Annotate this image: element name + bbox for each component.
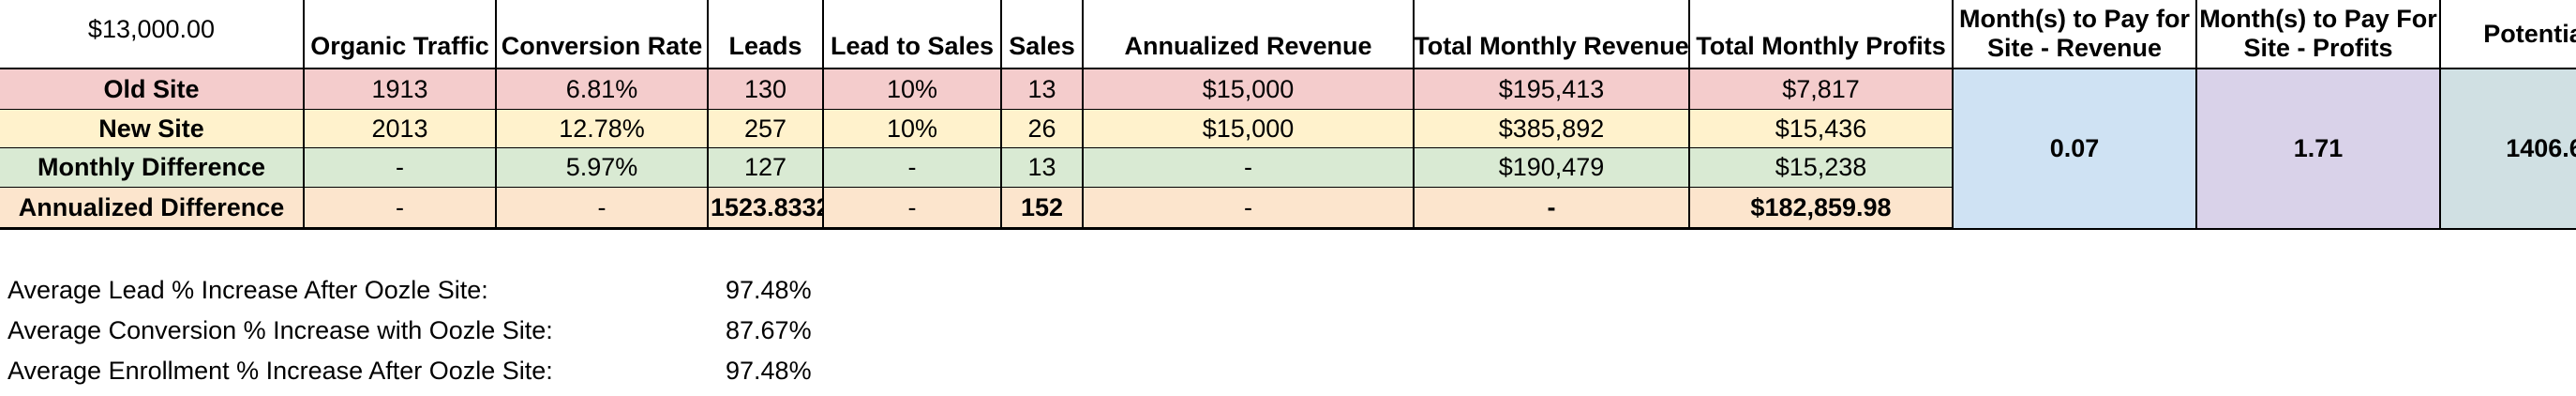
header-lead-to-sales[interactable]: Lead to Sales: [824, 0, 1002, 69]
new-site-total-monthly-revenue[interactable]: $385,892: [1415, 110, 1690, 148]
annualized-diff-annualized-revenue[interactable]: -: [1084, 188, 1415, 228]
old-site-total-monthly-profits[interactable]: $7,817: [1690, 69, 1954, 110]
old-site-leads[interactable]: 130: [709, 69, 824, 110]
monthly-diff-annualized-revenue[interactable]: -: [1084, 148, 1415, 188]
new-site-conversion-rate[interactable]: 12.78%: [497, 110, 709, 148]
new-site-organic-traffic[interactable]: 2013: [305, 110, 497, 148]
new-site-lead-to-sales[interactable]: 10%: [824, 110, 1002, 148]
old-site-lead-to-sales[interactable]: 10%: [824, 69, 1002, 110]
annualized-diff-total-monthly-profits[interactable]: $182,859.98: [1690, 188, 1954, 228]
monthly-diff-lead-to-sales[interactable]: -: [824, 148, 1002, 188]
annualized-diff-sales[interactable]: 152: [1002, 188, 1084, 228]
annualized-diff-conversion-rate[interactable]: -: [497, 188, 709, 228]
new-site-total-monthly-profits[interactable]: $15,436: [1690, 110, 1954, 148]
new-site-annualized-revenue[interactable]: $15,000: [1084, 110, 1415, 148]
stat-value[interactable]: 97.48%: [726, 357, 812, 385]
row-label-annualized-difference[interactable]: Annualized Difference: [0, 188, 305, 228]
stat-label[interactable]: Average Lead % Increase After Oozle Site…: [7, 276, 488, 304]
header-annualized-revenue[interactable]: Annualized Revenue: [1084, 0, 1415, 69]
header-organic-traffic[interactable]: Organic Traffic: [305, 0, 497, 69]
header-total-monthly-revenue[interactable]: Total Monthly Revenue: [1415, 0, 1690, 69]
header-total-monthly-profits[interactable]: Total Monthly Profits: [1690, 0, 1954, 69]
header-potential-roi[interactable]: Potential ROI: [2441, 0, 2576, 69]
header-sales[interactable]: Sales: [1002, 0, 1084, 69]
row-label-monthly-difference[interactable]: Monthly Difference: [0, 148, 305, 188]
new-site-sales[interactable]: 26: [1002, 110, 1084, 148]
roi-table: $13,000.00 Organic Traffic Conversion Ra…: [0, 0, 2576, 230]
row-label-old-site[interactable]: Old Site: [0, 69, 305, 110]
months-pay-profits-value[interactable]: 1.71: [2197, 69, 2441, 228]
annualized-diff-organic-traffic[interactable]: -: [305, 188, 497, 228]
monthly-diff-total-monthly-profits[interactable]: $15,238: [1690, 148, 1954, 188]
stat-row-enrollment-increase: Average Enrollment % Increase After Oozl…: [7, 351, 851, 391]
header-leads[interactable]: Leads: [709, 0, 824, 69]
old-site-annualized-revenue[interactable]: $15,000: [1084, 69, 1415, 110]
old-site-organic-traffic[interactable]: 1913: [305, 69, 497, 110]
header-conversion-rate[interactable]: Conversion Rate: [497, 0, 709, 69]
stat-label[interactable]: Average Enrollment % Increase After Oozl…: [7, 357, 553, 385]
potential-roi-value[interactable]: 1406.62%: [2441, 69, 2576, 228]
monthly-diff-total-monthly-revenue[interactable]: $190,479: [1415, 148, 1690, 188]
monthly-diff-sales[interactable]: 13: [1002, 148, 1084, 188]
stat-value[interactable]: 87.67%: [726, 316, 812, 344]
old-site-conversion-rate[interactable]: 6.81%: [497, 69, 709, 110]
old-site-sales[interactable]: 13: [1002, 69, 1084, 110]
stat-value[interactable]: 97.48%: [726, 276, 812, 304]
stat-label[interactable]: Average Conversion % Increase with Oozle…: [7, 316, 553, 344]
monthly-diff-conversion-rate[interactable]: 5.97%: [497, 148, 709, 188]
annualized-diff-leads[interactable]: 1523.8332: [709, 188, 824, 228]
old-site-total-monthly-revenue[interactable]: $195,413: [1415, 69, 1690, 110]
stat-row-conversion-increase: Average Conversion % Increase with Oozle…: [7, 311, 851, 351]
annualized-diff-total-monthly-revenue[interactable]: -: [1415, 188, 1690, 228]
header-months-pay-profits[interactable]: Month(s) to Pay For Site - Profits: [2197, 0, 2441, 69]
monthly-diff-leads[interactable]: 127: [709, 148, 824, 188]
row-label-new-site[interactable]: New Site: [0, 110, 305, 148]
stats-section: Average Lead % Increase After Oozle Site…: [7, 270, 851, 391]
months-pay-revenue-value[interactable]: 0.07: [1954, 69, 2197, 228]
new-site-leads[interactable]: 257: [709, 110, 824, 148]
monthly-diff-organic-traffic[interactable]: -: [305, 148, 497, 188]
stat-row-lead-increase: Average Lead % Increase After Oozle Site…: [7, 270, 851, 311]
site-cost-cell[interactable]: $13,000.00: [0, 0, 305, 69]
header-months-pay-revenue[interactable]: Month(s) to Pay for Site - Revenue: [1954, 0, 2197, 69]
annualized-diff-lead-to-sales[interactable]: -: [824, 188, 1002, 228]
